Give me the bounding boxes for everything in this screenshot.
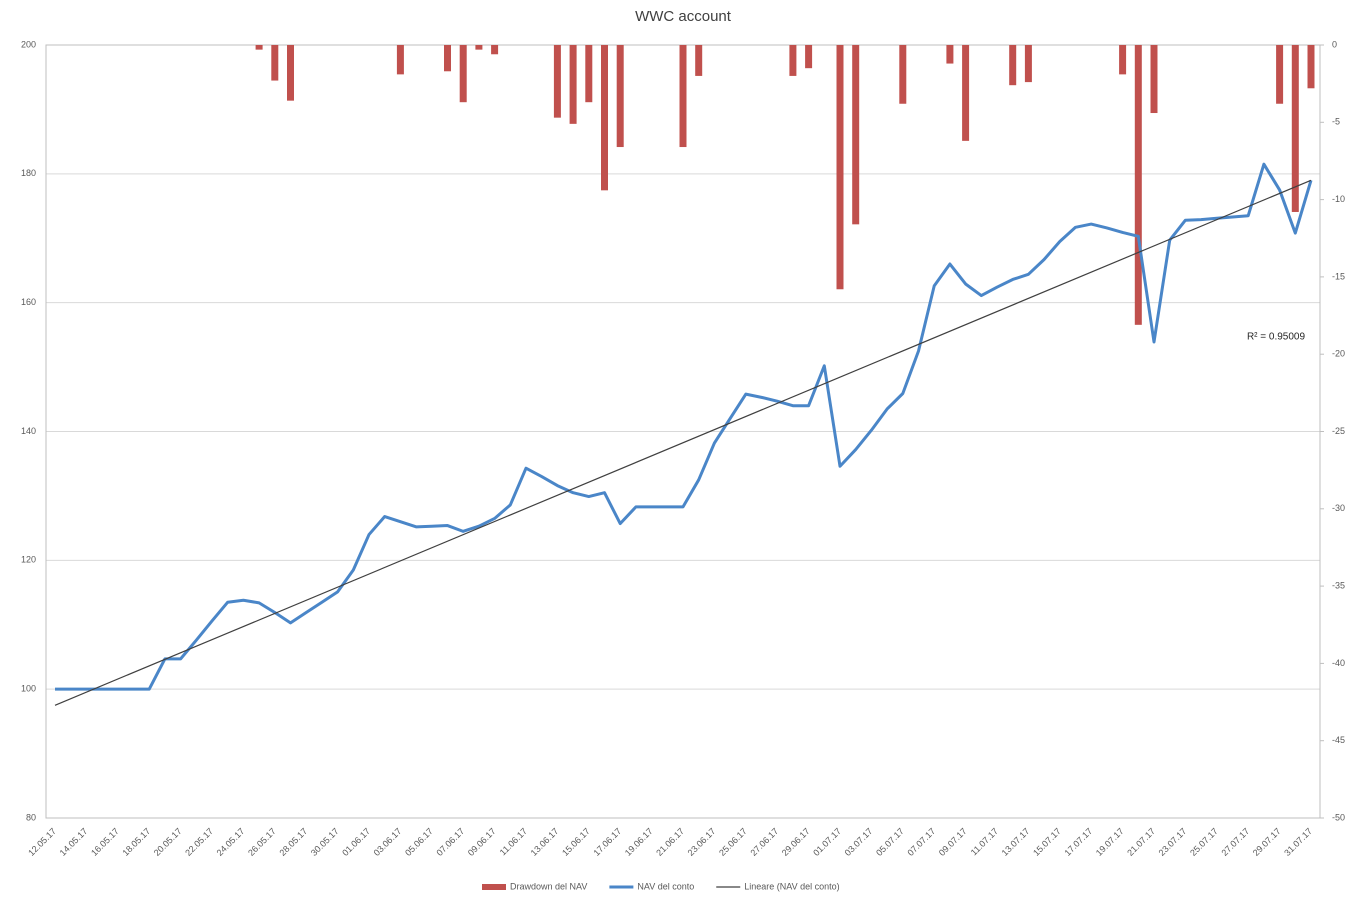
y2-tick-label: 0 bbox=[1332, 39, 1337, 49]
bar bbox=[1119, 45, 1127, 75]
y2-tick-label: -45 bbox=[1332, 735, 1345, 745]
y-tick-label: 140 bbox=[21, 426, 36, 436]
bar bbox=[553, 45, 561, 118]
line bbox=[55, 162, 1313, 691]
bar bbox=[789, 45, 797, 76]
bar bbox=[1024, 45, 1032, 83]
bar bbox=[491, 45, 499, 55]
y-tick-label: 160 bbox=[21, 297, 36, 307]
bar bbox=[255, 45, 263, 50]
y-tick-label: 120 bbox=[21, 555, 36, 565]
bar bbox=[475, 45, 483, 50]
bar bbox=[1134, 45, 1142, 325]
bar bbox=[1307, 45, 1315, 89]
bar bbox=[1276, 45, 1284, 104]
r2-annotation: R² = 0.95009 bbox=[1247, 332, 1306, 343]
bar bbox=[1150, 45, 1158, 114]
y2-tick-label: -50 bbox=[1332, 812, 1345, 822]
trendline bbox=[54, 179, 1312, 706]
bar bbox=[271, 45, 279, 81]
chart-title: WWC account bbox=[635, 8, 732, 25]
bar bbox=[616, 45, 624, 148]
y-tick-label: 80 bbox=[26, 812, 36, 822]
y2-tick-label: -35 bbox=[1332, 580, 1345, 590]
y-tick-label: 180 bbox=[21, 168, 36, 178]
bar bbox=[287, 45, 294, 101]
y2-tick-label: -15 bbox=[1332, 271, 1345, 281]
y2-tick-label: -5 bbox=[1332, 117, 1340, 127]
bar bbox=[805, 45, 813, 69]
bar bbox=[899, 45, 907, 104]
bar bbox=[585, 45, 593, 103]
bar bbox=[459, 45, 467, 103]
bar bbox=[852, 45, 860, 225]
bar bbox=[1291, 45, 1299, 212]
y2-tick-label: -10 bbox=[1332, 194, 1345, 204]
bar bbox=[962, 45, 970, 141]
bar bbox=[836, 45, 844, 290]
bar bbox=[946, 45, 954, 64]
y-tick-label: 200 bbox=[21, 39, 36, 49]
y2-tick-label: -25 bbox=[1332, 426, 1345, 436]
legend-label: NAV del conto bbox=[637, 881, 694, 891]
legend-label: Drawdown del NAV bbox=[510, 881, 587, 891]
legend-swatch bbox=[482, 884, 506, 890]
bar bbox=[679, 45, 687, 148]
y2-tick-label: -30 bbox=[1332, 503, 1345, 513]
bar bbox=[601, 45, 608, 191]
y-tick-label: 100 bbox=[21, 684, 36, 694]
bar bbox=[695, 45, 703, 76]
bar bbox=[1009, 45, 1017, 86]
bar bbox=[444, 45, 451, 72]
y2-tick-label: -20 bbox=[1332, 349, 1345, 359]
legend-label: Lineare (NAV del conto) bbox=[744, 881, 839, 891]
y2-tick-label: -40 bbox=[1332, 658, 1345, 668]
bar bbox=[396, 45, 404, 75]
bar bbox=[569, 45, 577, 124]
